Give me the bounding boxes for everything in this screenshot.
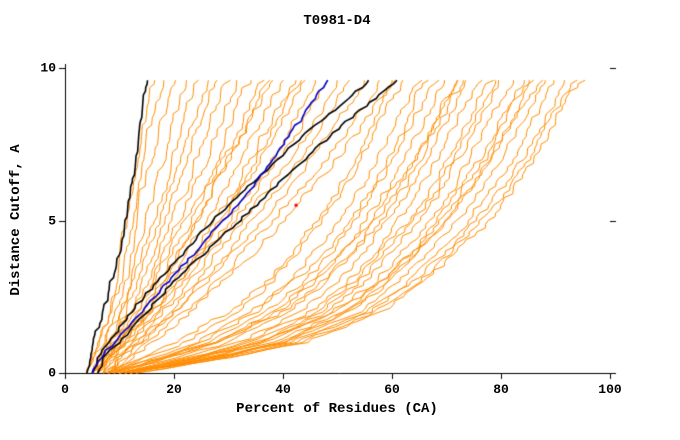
- x-tick-label: 40: [275, 382, 291, 397]
- x-tick-label: 100: [598, 382, 622, 397]
- chart-title: T0981-D4: [303, 13, 371, 29]
- y-tick-label: 5: [48, 213, 56, 228]
- x-axis-label: Percent of Residues (CA): [236, 401, 438, 417]
- y-tick-label: 0: [48, 365, 56, 381]
- y-tick-label: 10: [40, 60, 56, 76]
- y-axis-label: Distance Cutoff, A: [8, 144, 24, 296]
- x-tick-label: 80: [493, 382, 509, 397]
- x-tick-label: 0: [61, 382, 69, 397]
- x-tick-label: 60: [384, 382, 400, 397]
- x-tick-label: 20: [166, 382, 182, 397]
